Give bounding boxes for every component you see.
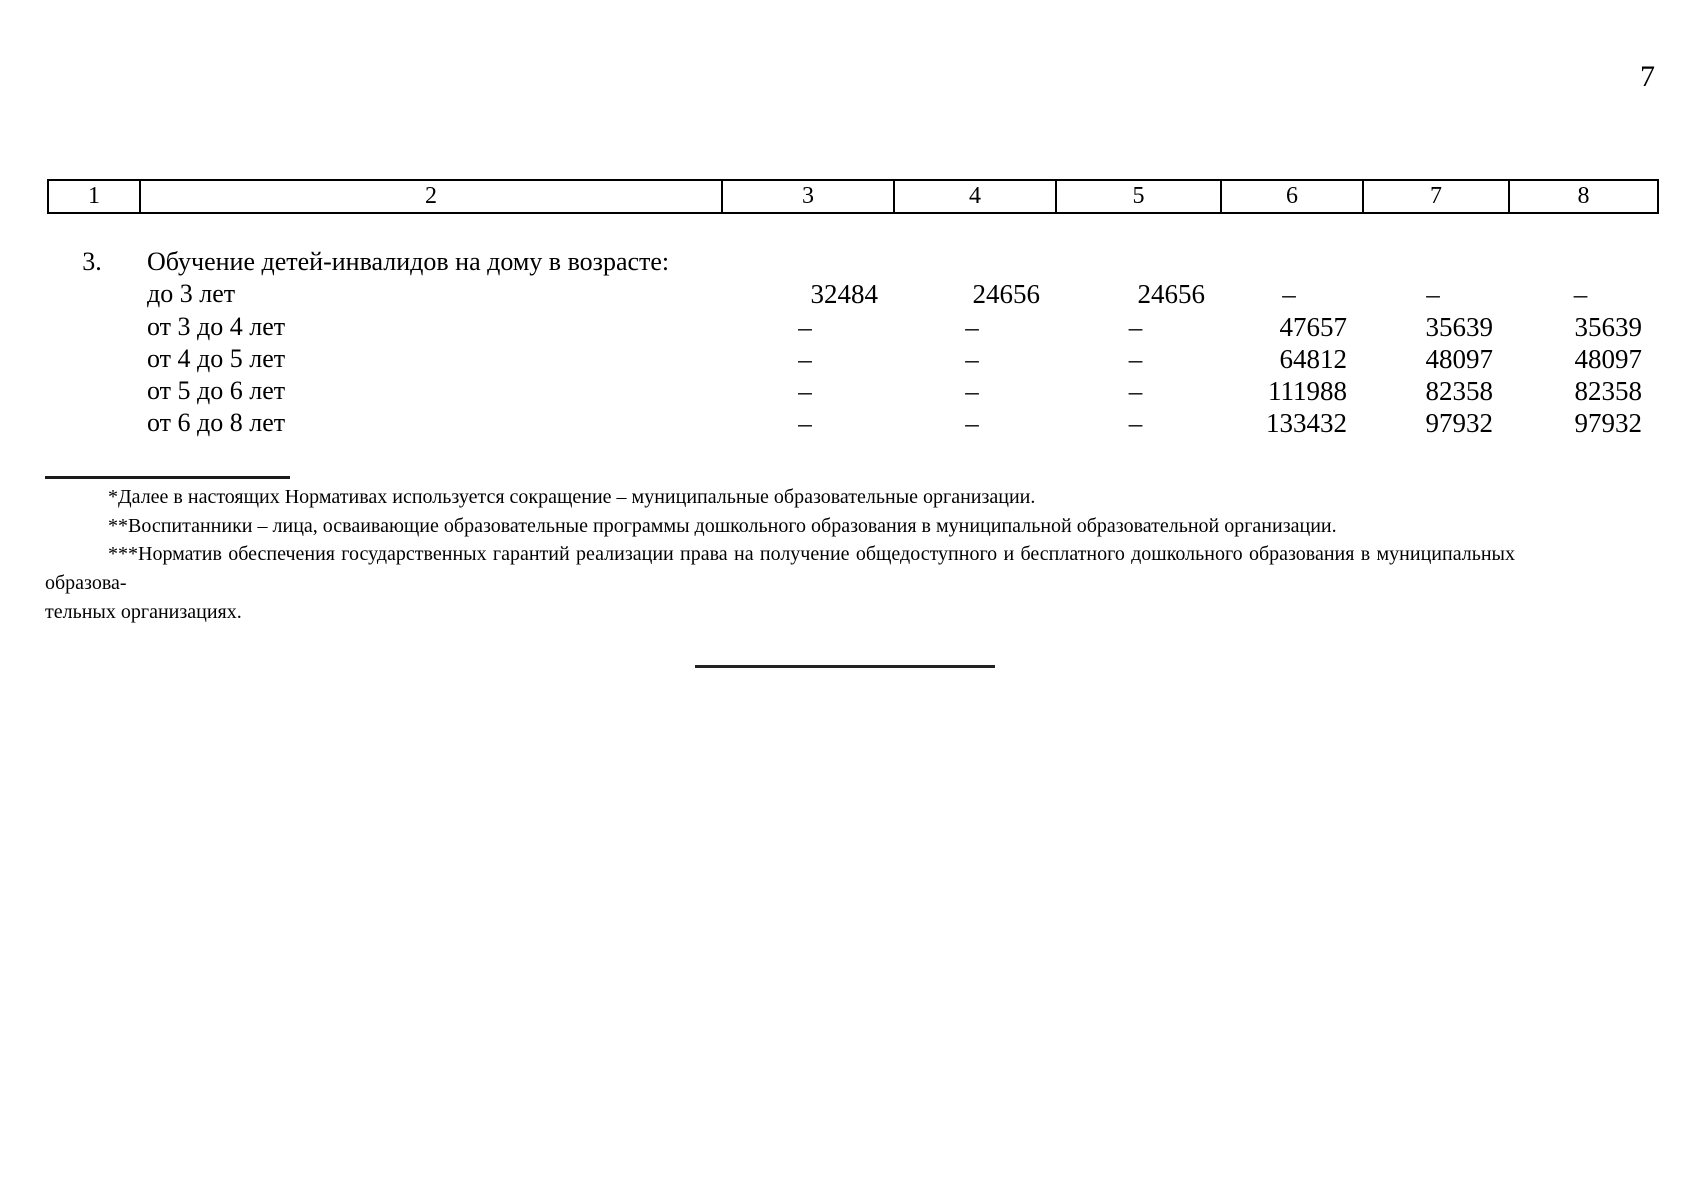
cell-value: 82358 [1425, 376, 1494, 407]
cell-value: 97932 [1425, 408, 1494, 439]
cell-value: – [1426, 279, 1440, 310]
footnote-1: *Далее в настоящих Нормативах использует… [108, 486, 1036, 508]
row-label: от 3 до 4 лет [147, 311, 286, 341]
table-row: до 3 лет 32484 24656 24656 – – – [47, 278, 1655, 310]
table-row: от 5 до 6 лет – – – 111988 82358 82358 [47, 375, 1655, 407]
row-label: до 3 лет [147, 279, 236, 309]
column-header: 6 [1220, 181, 1362, 212]
column-header: 1 [88, 183, 100, 209]
section-heading-row: 3. Обучение детей-инвалидов на дому в во… [47, 246, 1655, 278]
footnote-3-line-1: ***Норматив обеспечения государственных … [45, 543, 1515, 595]
cell-value: – [965, 376, 979, 407]
cell-value: – [1282, 279, 1296, 310]
cell-value: – [1128, 343, 1143, 374]
row-label: от 5 до 6 лет [147, 376, 286, 406]
cell-value: – [798, 376, 812, 407]
cell-value: 47657 [1279, 311, 1348, 342]
cell-value: 82358 [1574, 376, 1643, 407]
cell-value: – [965, 311, 979, 342]
table-row: от 4 до 5 лет – – – 64812 48097 48097 [47, 343, 1655, 375]
row-label: от 6 до 8 лет [147, 408, 286, 438]
cell-value: 35639 [1425, 311, 1494, 342]
column-header: 8 [1508, 181, 1657, 212]
cell-value: 97932 [1574, 408, 1643, 439]
cell-value: – [1128, 376, 1143, 407]
cell-value: 111988 [1268, 376, 1347, 407]
cell-value: 32484 [810, 279, 879, 310]
row-label: от 4 до 5 лет [147, 343, 286, 373]
cell-value: – [1573, 279, 1588, 310]
cell-value: – [1128, 408, 1143, 439]
table-column-header-row: 1 2 3 4 5 6 7 8 [47, 179, 1659, 214]
footnote-2: **Воспитанники – лица, осваивающие образ… [108, 514, 1337, 537]
cell-value: 24656 [1137, 279, 1206, 310]
section-index: 3. [82, 247, 102, 276]
table-body: 3. Обучение детей-инвалидов на дому в во… [47, 246, 1655, 440]
cell-value: – [965, 408, 979, 439]
center-horizontal-rule [695, 665, 995, 668]
footnote-3-line-2: тельных организациях. [45, 600, 242, 623]
column-header: 5 [1055, 181, 1220, 212]
cell-value: 35639 [1574, 311, 1643, 342]
cell-value: 48097 [1425, 343, 1494, 374]
cell-value: 133432 [1266, 408, 1347, 439]
cell-value: – [798, 311, 812, 342]
footnotes-block: *Далее в настоящих Нормативах использует… [45, 483, 1515, 627]
cell-value: 64812 [1279, 343, 1348, 374]
footnote-separator-rule [45, 476, 290, 479]
table-row: от 3 до 4 лет – – – 47657 35639 35639 [47, 311, 1655, 343]
page-number: 7 [1640, 60, 1655, 93]
column-header: 2 [139, 181, 721, 212]
column-header: 3 [721, 181, 893, 212]
cell-value: – [798, 408, 812, 439]
cell-value: – [1128, 311, 1143, 342]
column-header: 7 [1362, 181, 1508, 212]
cell-value: – [798, 343, 812, 374]
section-title: Обучение детей-инвалидов на дому в возра… [147, 247, 670, 276]
cell-value: 48097 [1574, 343, 1643, 374]
column-header: 4 [893, 181, 1055, 212]
cell-value: 24656 [972, 279, 1041, 310]
cell-value: – [965, 343, 979, 374]
table-row: от 6 до 8 лет – – – 133432 97932 97932 [47, 407, 1655, 439]
